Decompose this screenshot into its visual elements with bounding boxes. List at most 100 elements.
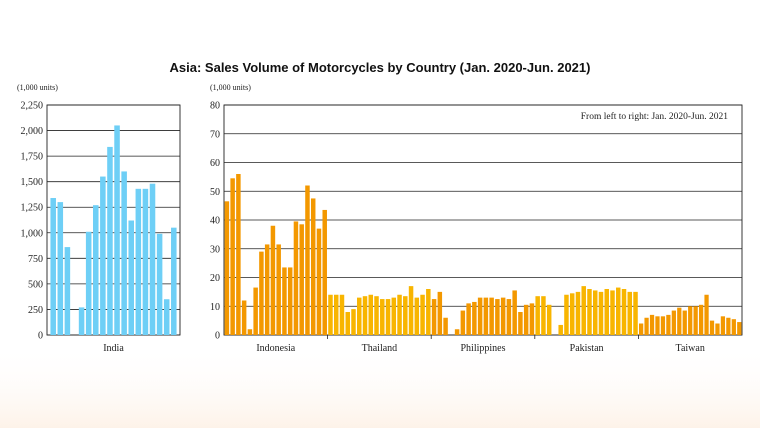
bar-pakistan <box>604 289 609 335</box>
bar-taiwan <box>715 323 720 335</box>
bar-thailand <box>380 299 385 335</box>
chart-annotation: From left to right: Jan. 2020-Jun. 2021 <box>581 111 728 122</box>
bar-thailand <box>408 286 414 335</box>
bar-pakistan <box>564 294 569 335</box>
bar-philippines <box>431 299 437 335</box>
bar-taiwan <box>655 316 660 335</box>
bar-philippines <box>512 290 517 335</box>
y-tick-label: 2,250 <box>21 101 44 112</box>
y-tick-label: 1,750 <box>21 152 44 163</box>
bar-taiwan <box>638 323 644 335</box>
bar-thailand <box>414 297 420 335</box>
y-tick-label: 10 <box>210 302 220 313</box>
bar-pakistan <box>610 290 615 335</box>
bar-india <box>100 176 106 335</box>
bar-philippines <box>466 303 471 335</box>
bar-indonesia <box>282 267 287 335</box>
y-tick-label: 1,500 <box>21 177 44 188</box>
category-label: Thailand <box>362 343 398 354</box>
bar-taiwan <box>709 320 715 335</box>
y-tick-label: 20 <box>210 273 220 284</box>
bar-pakistan <box>541 296 546 335</box>
bar-india <box>50 198 56 335</box>
bar-thailand <box>420 294 425 335</box>
bar-taiwan <box>698 304 704 335</box>
bar-pakistan <box>558 324 563 335</box>
bar-thailand <box>368 294 374 335</box>
bar-indonesia <box>293 221 299 335</box>
bar-philippines <box>472 301 477 335</box>
y-tick-label: 500 <box>28 279 43 290</box>
bar-pakistan <box>581 286 586 335</box>
bar-india <box>107 146 113 335</box>
bar-pakistan <box>587 289 592 335</box>
bar-india <box>156 233 163 335</box>
category-label: Pakistan <box>570 343 604 354</box>
bar-taiwan <box>731 319 736 335</box>
bar-india <box>78 307 85 335</box>
bar-indonesia <box>305 185 310 335</box>
category-label: India <box>103 343 124 354</box>
bar-indonesia <box>299 224 304 335</box>
bar-pakistan <box>592 290 598 335</box>
y-tick-label: 0 <box>38 331 43 342</box>
bar-philippines <box>443 317 448 335</box>
bar-indonesia <box>230 178 235 335</box>
bar-pakistan <box>621 289 627 335</box>
bar-taiwan <box>660 316 666 335</box>
bar-india <box>64 247 71 335</box>
y-tick-label: 80 <box>210 101 220 112</box>
bar-taiwan <box>644 317 649 335</box>
bar-india <box>171 227 177 335</box>
bar-indonesia <box>316 228 322 335</box>
bar-indonesia <box>322 209 327 335</box>
bar-taiwan <box>688 306 693 335</box>
bar-india <box>149 183 156 335</box>
y-tick-label: 30 <box>210 244 220 255</box>
bar-thailand <box>362 296 368 335</box>
plot-frame <box>223 104 743 336</box>
bar-philippines <box>495 299 500 335</box>
bar-india <box>93 205 99 335</box>
bar-philippines <box>529 303 535 335</box>
bar-taiwan <box>649 314 655 335</box>
bar-pakistan <box>598 291 604 335</box>
y-tick-label: 1,000 <box>21 228 44 239</box>
bar-pakistan <box>627 291 633 335</box>
bar-taiwan <box>726 317 731 335</box>
bar-pakistan <box>633 291 638 335</box>
y-tick-label: 2,000 <box>21 126 44 137</box>
bar-philippines <box>523 304 529 335</box>
bar-thailand <box>351 309 356 335</box>
bar-indonesia <box>236 174 241 335</box>
bar-philippines <box>518 312 523 335</box>
bar-thailand <box>357 297 362 335</box>
category-label: Philippines <box>460 343 505 354</box>
plot-frame <box>46 104 181 336</box>
y-tick-label: 60 <box>210 158 220 169</box>
bar-india <box>121 171 127 335</box>
bar-pakistan <box>546 304 552 335</box>
bar-thailand <box>426 289 431 335</box>
bar-indonesia <box>253 287 258 335</box>
bar-india <box>142 188 149 335</box>
bar-thailand <box>328 294 333 335</box>
bar-india <box>57 202 64 335</box>
bar-indonesia <box>259 251 264 335</box>
bar-taiwan <box>666 314 671 335</box>
y-tick-label: 250 <box>28 305 43 316</box>
y-tick-label: 50 <box>210 187 220 198</box>
bar-philippines <box>437 291 443 335</box>
bar-thailand <box>397 294 402 335</box>
bar-indonesia <box>264 244 270 335</box>
bar-pakistan <box>535 296 540 335</box>
y-tick-label: 70 <box>210 129 220 140</box>
y-axis-unit: (1,000 units) <box>210 83 251 92</box>
bar-taiwan <box>704 294 709 335</box>
bar-thailand <box>374 296 379 335</box>
bar-taiwan <box>677 307 682 335</box>
bar-philippines <box>500 297 506 335</box>
bar-indonesia <box>310 198 316 335</box>
bar-pakistan <box>569 293 575 335</box>
